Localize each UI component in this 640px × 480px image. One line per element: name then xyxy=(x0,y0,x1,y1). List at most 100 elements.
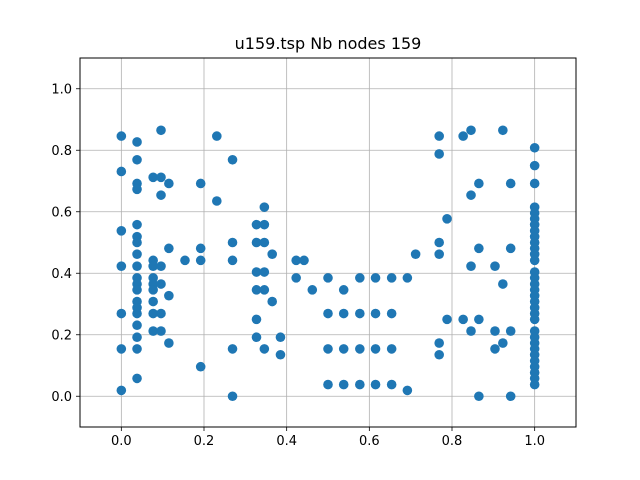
data-point xyxy=(227,237,238,248)
data-point xyxy=(116,131,127,141)
data-point xyxy=(251,267,262,277)
data-point xyxy=(466,326,476,336)
x-tick-label: 0.4 xyxy=(276,434,297,449)
data-point xyxy=(505,243,516,254)
data-point xyxy=(116,226,127,236)
data-point xyxy=(498,279,508,289)
data-point xyxy=(323,273,333,283)
data-point xyxy=(529,255,540,266)
data-point xyxy=(458,314,468,325)
data-point xyxy=(116,344,127,354)
data-point xyxy=(355,344,365,354)
data-point xyxy=(442,214,452,224)
data-point xyxy=(195,178,206,189)
y-tick-label: 0.6 xyxy=(51,205,72,220)
data-point xyxy=(529,379,540,390)
x-tick-label: 0.6 xyxy=(359,434,380,449)
data-point xyxy=(529,314,540,325)
data-point xyxy=(355,273,365,283)
data-point xyxy=(323,308,333,319)
data-point xyxy=(370,379,381,390)
data-point xyxy=(164,178,174,189)
data-point xyxy=(195,361,206,372)
data-point xyxy=(275,349,286,360)
data-point xyxy=(132,308,142,319)
data-point xyxy=(442,314,452,325)
data-point xyxy=(466,125,476,136)
data-point xyxy=(251,332,262,343)
data-point xyxy=(505,326,516,336)
data-point xyxy=(156,190,166,200)
y-tick-label: 0.8 xyxy=(51,144,72,159)
data-point xyxy=(434,249,444,259)
data-point xyxy=(116,385,127,396)
data-point xyxy=(156,125,166,136)
data-point xyxy=(267,296,278,307)
data-point xyxy=(251,237,262,248)
data-point xyxy=(291,255,301,266)
data-point xyxy=(458,131,468,141)
data-point xyxy=(323,344,333,354)
data-point xyxy=(132,237,142,248)
data-point xyxy=(156,326,166,336)
data-point xyxy=(370,308,381,319)
data-point xyxy=(212,131,222,141)
y-tick-label: 0.2 xyxy=(51,328,72,343)
data-point xyxy=(355,308,365,319)
data-point xyxy=(156,279,166,289)
data-point xyxy=(434,338,444,348)
data-point xyxy=(402,273,413,283)
data-point xyxy=(338,285,349,295)
y-tick-label: 0.0 xyxy=(51,390,72,405)
data-point xyxy=(291,273,301,283)
data-point xyxy=(132,332,142,343)
data-point xyxy=(490,261,500,271)
y-tick-label: 1.0 xyxy=(51,82,72,97)
data-point xyxy=(132,154,142,165)
data-point xyxy=(156,308,166,319)
data-point xyxy=(227,154,238,165)
data-point xyxy=(386,344,397,354)
x-tick-label: 0.0 xyxy=(111,434,132,449)
data-point xyxy=(466,261,476,271)
data-point xyxy=(132,344,142,354)
data-point xyxy=(259,267,270,277)
data-point xyxy=(132,285,142,295)
data-point xyxy=(386,308,397,319)
data-point xyxy=(505,178,516,189)
data-point xyxy=(132,249,142,259)
data-point xyxy=(259,202,270,212)
x-tick-label: 0.8 xyxy=(442,434,463,449)
data-point xyxy=(505,391,516,402)
plot-area-frame xyxy=(79,57,577,428)
data-point xyxy=(148,326,158,336)
data-point xyxy=(259,219,270,230)
data-point xyxy=(410,249,421,259)
data-point xyxy=(474,314,484,325)
data-point xyxy=(434,349,444,360)
data-point xyxy=(370,273,381,283)
data-point xyxy=(338,308,349,319)
data-point xyxy=(148,308,158,319)
data-point xyxy=(529,178,540,189)
data-point xyxy=(164,243,174,254)
data-points xyxy=(116,125,540,402)
data-point xyxy=(132,373,142,384)
data-point xyxy=(434,131,444,141)
data-point xyxy=(251,314,262,325)
data-point xyxy=(299,255,309,266)
data-point xyxy=(474,243,484,254)
data-point xyxy=(529,160,540,171)
data-point xyxy=(132,320,142,331)
data-point xyxy=(498,125,508,136)
data-point xyxy=(116,166,127,177)
data-point xyxy=(227,344,238,354)
data-point xyxy=(498,338,508,348)
data-point xyxy=(490,344,500,354)
data-point xyxy=(323,379,333,390)
data-point xyxy=(132,184,142,195)
data-point xyxy=(466,190,476,200)
x-tick-label: 0.2 xyxy=(194,434,215,449)
